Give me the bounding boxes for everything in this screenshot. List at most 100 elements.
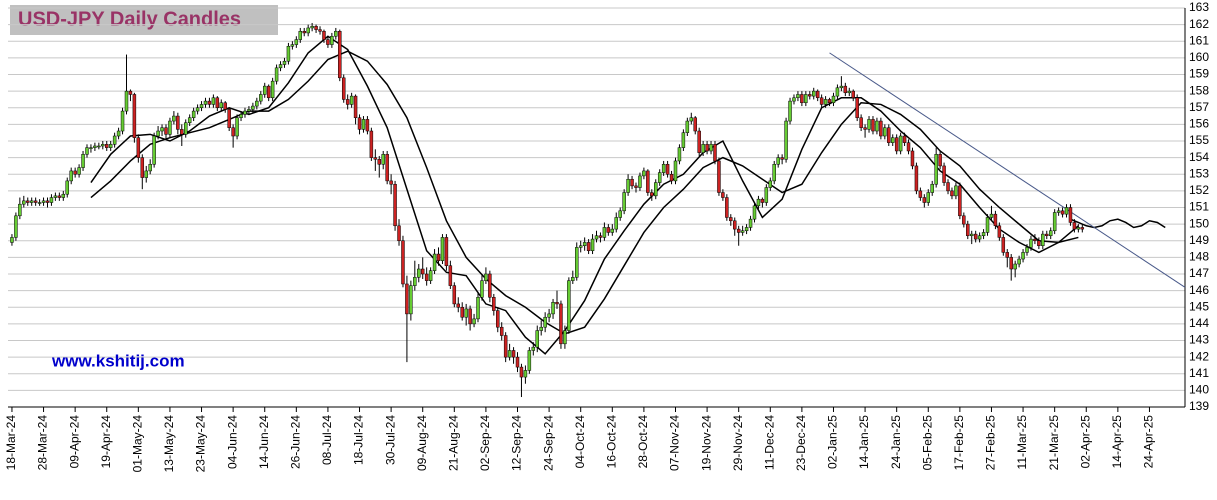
- candle-body: [559, 303, 563, 345]
- candle-body: [867, 119, 871, 130]
- candle-body: [270, 80, 275, 99]
- x-tick-label: 21-Aug-24: [446, 415, 460, 471]
- x-tick-label: 14-Jan-25: [857, 415, 871, 469]
- candle-body: [784, 120, 788, 160]
- candle-body: [997, 225, 1002, 238]
- title-box: [10, 5, 278, 35]
- y-tick-label: 152: [1189, 183, 1209, 197]
- candle-body: [132, 94, 137, 138]
- candle-body: [1033, 238, 1037, 241]
- candle-body: [274, 67, 279, 82]
- y-tick-label: 155: [1189, 133, 1209, 147]
- x-tick-label: 09-Aug-24: [415, 415, 429, 471]
- candle-body: [191, 110, 196, 118]
- candle-body: [338, 31, 342, 79]
- candle-body: [772, 164, 776, 182]
- candle-body: [563, 330, 567, 345]
- y-tick-label: 153: [1189, 166, 1209, 180]
- candle-body: [97, 145, 101, 148]
- candle-body: [144, 170, 148, 178]
- candle-body: [1072, 222, 1077, 230]
- candle-body: [642, 170, 646, 177]
- candle-body: [1021, 252, 1025, 260]
- x-tick-label: 29-Nov-24: [731, 415, 745, 471]
- candle-body: [247, 109, 251, 112]
- x-tick-label: 26-Jun-24: [288, 415, 302, 469]
- x-tick-label: 18-Jul-24: [352, 415, 366, 465]
- candle-body: [140, 157, 145, 178]
- chart-title: USD-JPY Daily Candles: [18, 8, 241, 30]
- trendline: [829, 52, 1186, 288]
- candle-body: [397, 225, 401, 242]
- candle-body: [598, 235, 603, 238]
- y-tick-label: 163: [1189, 0, 1209, 14]
- candle-body: [1041, 233, 1045, 246]
- candle-body: [440, 237, 445, 261]
- candle-body: [1001, 237, 1006, 253]
- candle-body: [243, 110, 247, 115]
- candle-body: [444, 237, 449, 266]
- x-tick-label: 28-Mar-24: [36, 415, 50, 471]
- candle-body: [286, 45, 291, 62]
- candle-body: [614, 217, 618, 230]
- x-tick-label: 24-Sep-24: [541, 415, 555, 471]
- candle-body: [918, 190, 923, 198]
- candle-body: [654, 182, 658, 197]
- candle-body: [776, 157, 780, 165]
- candle-body: [480, 280, 484, 298]
- candle-body: [531, 346, 536, 351]
- candle-body: [148, 164, 152, 172]
- candle-body: [507, 350, 512, 358]
- candle-body: [211, 97, 216, 105]
- candle-body: [847, 90, 852, 94]
- candle-body: [689, 117, 694, 122]
- candle-body: [468, 308, 472, 325]
- candle-body: [105, 144, 109, 148]
- x-tick-label: 21-Mar-25: [1047, 415, 1061, 471]
- candle-body: [926, 192, 931, 203]
- candle-body: [464, 308, 468, 318]
- y-tick-label: 154: [1189, 150, 1209, 164]
- candle-body: [646, 170, 650, 193]
- x-tick-label: 01-May-24: [131, 415, 145, 473]
- candle-body: [326, 39, 330, 45]
- candle-body: [219, 102, 224, 108]
- candle-body: [488, 273, 492, 298]
- x-tick-label: 02-Jan-25: [826, 415, 840, 469]
- candle-body: [898, 135, 903, 152]
- candle-body: [831, 95, 836, 104]
- candle-body: [835, 87, 840, 97]
- candle-body: [973, 233, 978, 240]
- x-tick-label: 14-Apr-25: [1110, 415, 1124, 469]
- candle-body: [934, 154, 938, 185]
- x-tick-label: 08-Jul-24: [320, 415, 334, 465]
- candle-body: [519, 366, 524, 378]
- candle-body: [81, 154, 85, 168]
- y-tick-label: 149: [1189, 233, 1209, 247]
- candle-body: [780, 157, 784, 160]
- candle-body: [108, 144, 113, 148]
- candle-body: [942, 165, 946, 183]
- candle-body: [259, 94, 263, 102]
- y-tick-label: 139: [1189, 399, 1209, 413]
- candle-body: [523, 370, 528, 378]
- candle-body: [910, 150, 915, 167]
- candle-body: [808, 94, 812, 97]
- candle-body: [721, 192, 725, 198]
- candle-body: [294, 39, 299, 45]
- candle-body: [590, 238, 595, 251]
- y-tick-label: 143: [1189, 333, 1209, 347]
- candle-body: [1045, 233, 1049, 237]
- candle-body: [476, 297, 480, 320]
- x-tick-label: 13-May-24: [162, 415, 176, 473]
- candle-body: [756, 198, 761, 207]
- candle-body: [602, 227, 607, 238]
- candle-body: [452, 285, 457, 305]
- y-tick-label: 140: [1189, 383, 1209, 397]
- candle-body: [472, 318, 476, 325]
- candle-body: [586, 242, 591, 251]
- candle-body: [160, 127, 164, 132]
- x-tick-label: 12-Sep-24: [510, 415, 524, 471]
- candle-body: [618, 210, 622, 218]
